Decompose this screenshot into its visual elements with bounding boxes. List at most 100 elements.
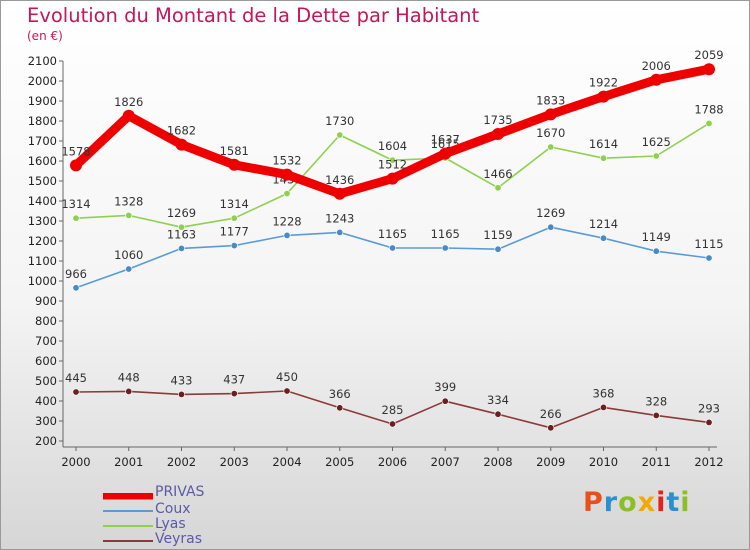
data-label-coux: 1165 xyxy=(431,227,460,241)
data-point-privas xyxy=(175,138,188,151)
logo-letter: t xyxy=(666,487,681,518)
logo-letter: r xyxy=(603,487,619,518)
data-point-lyas xyxy=(705,119,713,127)
data-label-privas: 1581 xyxy=(220,144,249,158)
data-point-coux xyxy=(705,254,713,262)
data-label-privas: 1637 xyxy=(431,133,460,147)
legend-swatch-veyras xyxy=(103,540,153,542)
legend-swatch-privas xyxy=(103,493,153,500)
x-tick-label: 2007 xyxy=(431,455,460,469)
data-point-lyas xyxy=(652,152,660,160)
data-point-veyras xyxy=(494,410,502,418)
data-point-lyas xyxy=(336,131,344,139)
data-label-veyras: 293 xyxy=(698,401,720,415)
data-label-coux: 1163 xyxy=(167,227,196,241)
data-point-lyas xyxy=(72,214,80,222)
data-point-veyras xyxy=(441,397,449,405)
data-label-privas: 1436 xyxy=(325,173,354,187)
y-tick-label: 1400 xyxy=(28,194,57,208)
data-point-privas xyxy=(650,73,663,86)
y-tick-label: 1700 xyxy=(28,134,57,148)
x-tick-label: 2012 xyxy=(694,455,723,469)
legend-swatch-coux xyxy=(103,510,153,512)
x-tick-label: 2004 xyxy=(272,455,301,469)
data-point-coux xyxy=(652,247,660,255)
data-label-privas: 2059 xyxy=(694,48,723,62)
data-point-coux xyxy=(441,244,449,252)
y-tick-label: 600 xyxy=(35,354,57,368)
logo-letter: P xyxy=(583,487,604,518)
data-label-coux: 966 xyxy=(65,267,87,281)
x-tick-label: 2010 xyxy=(589,455,618,469)
data-label-coux: 1269 xyxy=(536,206,565,220)
data-point-privas xyxy=(386,172,399,185)
logo-letter: i xyxy=(656,487,667,518)
data-point-privas xyxy=(597,90,610,103)
data-label-privas: 1578 xyxy=(61,144,90,158)
data-point-coux xyxy=(494,245,502,253)
data-point-veyras xyxy=(599,403,607,411)
data-point-veyras xyxy=(230,390,238,398)
y-tick-label: 800 xyxy=(35,314,57,328)
y-tick-label: 1200 xyxy=(28,234,57,248)
data-point-privas xyxy=(439,147,452,160)
x-tick-label: 2000 xyxy=(61,455,90,469)
y-tick-label: 1000 xyxy=(28,274,57,288)
y-tick-label: 700 xyxy=(35,334,57,348)
legend-label-lyas: Lyas xyxy=(155,516,186,532)
data-point-coux xyxy=(599,234,607,242)
y-tick-label: 2000 xyxy=(28,74,57,88)
legend-swatch-lyas xyxy=(103,525,153,527)
chart-title: Evolution du Montant de la Dette par Hab… xyxy=(27,4,480,27)
y-tick-label: 1800 xyxy=(28,114,57,128)
y-tick-label: 1300 xyxy=(28,214,57,228)
proxiti-logo: Proxiti xyxy=(583,487,691,518)
data-label-veyras: 334 xyxy=(487,393,509,407)
data-point-coux xyxy=(547,223,555,231)
data-label-veyras: 366 xyxy=(329,387,351,401)
data-point-coux xyxy=(230,242,238,250)
data-label-lyas: 1730 xyxy=(325,114,354,128)
data-label-privas: 1735 xyxy=(483,113,512,127)
data-label-coux: 1177 xyxy=(220,225,249,239)
data-label-lyas: 1614 xyxy=(589,137,618,151)
data-label-privas: 1922 xyxy=(589,76,618,90)
x-tick-label: 2005 xyxy=(325,455,354,469)
data-label-privas: 2006 xyxy=(642,59,671,73)
y-tick-label: 1100 xyxy=(28,254,57,268)
y-tick-label: 900 xyxy=(35,294,57,308)
data-label-veyras: 433 xyxy=(171,373,193,387)
data-label-lyas: 1625 xyxy=(642,135,671,149)
data-label-lyas: 1604 xyxy=(378,139,407,153)
data-point-privas xyxy=(70,159,82,172)
data-label-veyras: 437 xyxy=(223,373,245,387)
data-label-veyras: 450 xyxy=(276,370,298,384)
data-point-privas xyxy=(333,187,346,200)
logo-letter: x xyxy=(637,487,657,518)
logo-letter: o xyxy=(618,487,638,518)
data-point-veyras xyxy=(178,390,186,398)
data-label-coux: 1214 xyxy=(589,217,618,231)
data-label-veyras: 368 xyxy=(593,386,615,400)
legend-label-veyras: Veyras xyxy=(155,531,203,547)
unit-label: (en €) xyxy=(27,29,63,43)
data-point-veyras xyxy=(705,418,713,426)
x-tick-label: 2008 xyxy=(483,455,512,469)
data-point-privas xyxy=(228,158,241,171)
data-label-coux: 1149 xyxy=(642,230,671,244)
data-label-coux: 1228 xyxy=(272,214,301,228)
data-point-lyas xyxy=(230,214,238,222)
data-point-lyas xyxy=(125,211,133,219)
data-label-veyras: 266 xyxy=(540,407,562,421)
y-tick-label: 2100 xyxy=(28,54,57,68)
legend-label-coux: Coux xyxy=(155,501,191,517)
data-label-veyras: 285 xyxy=(382,403,404,417)
x-tick-label: 2006 xyxy=(378,455,407,469)
data-point-coux xyxy=(283,231,291,239)
data-point-lyas xyxy=(283,190,291,198)
data-label-coux: 1115 xyxy=(694,237,723,251)
y-tick-label: 200 xyxy=(35,434,57,448)
data-label-coux: 1243 xyxy=(325,211,354,225)
data-label-coux: 1165 xyxy=(378,227,407,241)
